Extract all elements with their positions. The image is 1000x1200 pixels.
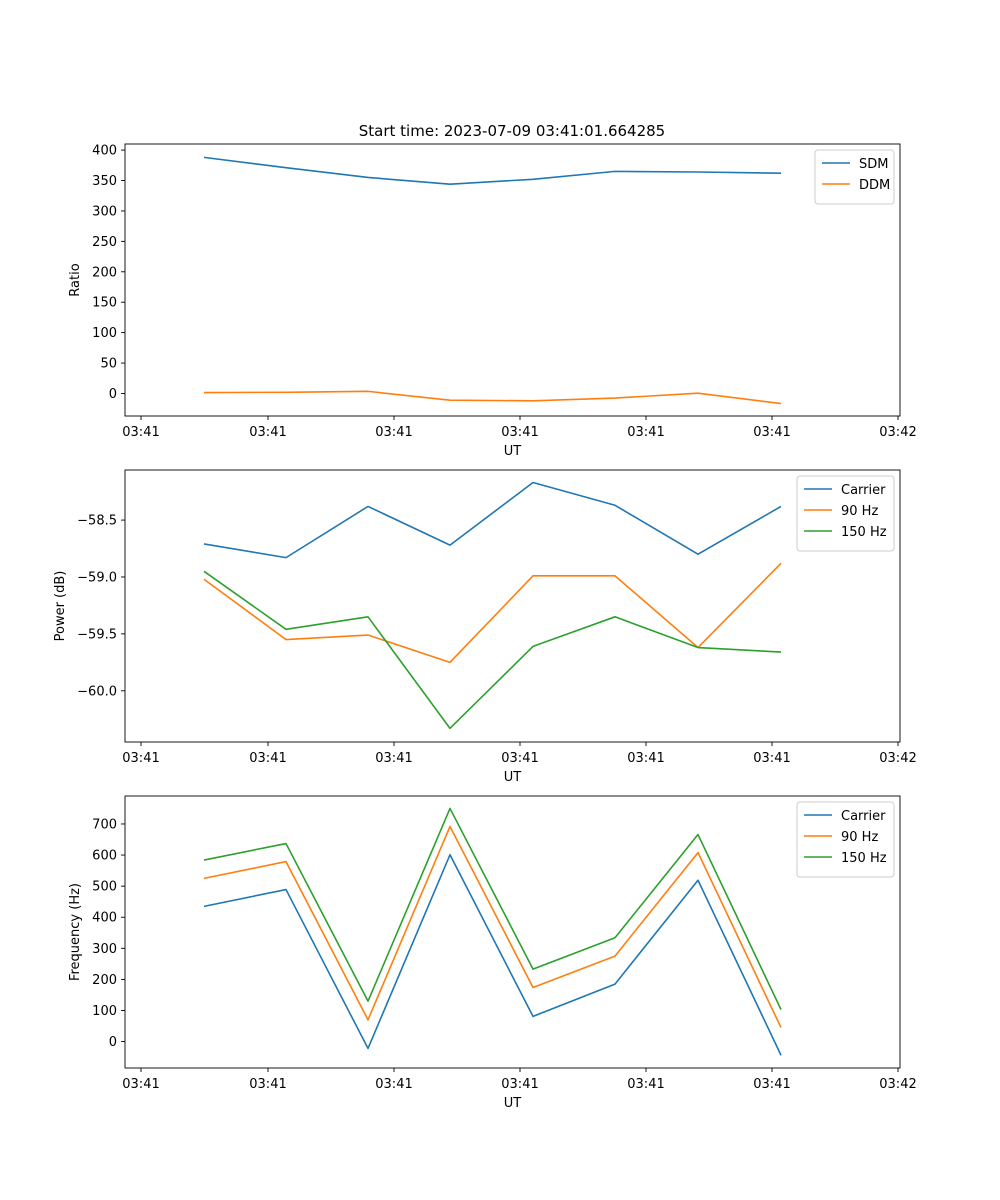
y-tick-label: 0 — [109, 387, 117, 402]
x-tick-label: 03:41 — [501, 751, 538, 766]
legend-box — [796, 475, 895, 552]
series-line-90-hz — [203, 825, 782, 1028]
x-tick-label: 03:42 — [879, 1077, 916, 1092]
x-tick-label: 03:41 — [627, 1077, 664, 1092]
series-line-carrier — [203, 481, 782, 559]
legend-label: DDM — [859, 178, 890, 193]
legend-label: 150 Hz — [841, 525, 887, 540]
x-tick-label: 03:41 — [753, 751, 790, 766]
y-tick-label: 350 — [92, 174, 117, 189]
y-tick-label: 150 — [92, 296, 117, 311]
legend-label: 90 Hz — [841, 504, 878, 519]
x-tick-label: 03:42 — [879, 425, 916, 440]
y-tick-label: 200 — [92, 973, 117, 988]
x-tick-label: 03:41 — [122, 751, 159, 766]
legend-label: Carrier — [841, 483, 886, 498]
x-axis-label: UT — [504, 1096, 522, 1111]
y-tick-label: 500 — [92, 880, 117, 895]
y-tick-label: 50 — [100, 357, 117, 372]
axes-frame — [124, 795, 901, 1069]
axes-frame — [124, 469, 901, 743]
axes-frame — [124, 143, 901, 417]
figure-title: Start time: 2023-07-09 03:41:01.664285 — [359, 122, 665, 140]
y-tick-label: −58.5 — [77, 514, 117, 529]
series-line-carrier — [203, 853, 782, 1056]
y-tick-label: 100 — [92, 326, 117, 341]
y-tick-label: 400 — [92, 911, 117, 926]
x-tick-label: 03:41 — [249, 1077, 286, 1092]
x-tick-label: 03:41 — [627, 425, 664, 440]
x-tick-label: 03:41 — [122, 1077, 159, 1092]
x-tick-label: 03:41 — [501, 1077, 538, 1092]
y-tick-label: 300 — [92, 942, 117, 957]
legend-label: 150 Hz — [841, 851, 887, 866]
x-tick-label: 03:41 — [122, 425, 159, 440]
legend-label: SDM — [859, 157, 888, 172]
x-tick-label: 03:41 — [753, 425, 790, 440]
y-tick-label: 600 — [92, 849, 117, 864]
x-tick-label: 03:41 — [753, 1077, 790, 1092]
y-axis-label: Frequency (Hz) — [68, 883, 83, 981]
legend-label: 90 Hz — [841, 830, 878, 845]
y-tick-label: 200 — [92, 265, 117, 280]
x-tick-label: 03:41 — [375, 1077, 412, 1092]
ratio-panel: 03:41 03:41 03:41 03:41 03:41 03:41 03:42 0 50 10… — [68, 143, 917, 459]
y-tick-label: 250 — [92, 235, 117, 250]
x-tick-label: 03:41 — [501, 425, 538, 440]
y-tick-label: 700 — [92, 817, 117, 832]
x-axis-label: UT — [504, 444, 522, 459]
y-axis-label: Power (dB) — [53, 571, 68, 642]
x-tick-label: 03:41 — [249, 425, 286, 440]
y-tick-label: −59.5 — [77, 627, 117, 642]
power-panel: 03:41 03:41 03:41 03:41 03:41 03:41 03:42 −60.0… — [53, 469, 917, 785]
x-tick-label: 03:41 — [375, 751, 412, 766]
legend-label: Carrier — [841, 809, 886, 824]
frequency-panel: 03:41 03:41 03:41 03:41 03:41 03:41 03:42 0 100 2… — [68, 795, 917, 1111]
x-tick-label: 03:41 — [627, 751, 664, 766]
y-tick-label: −59.0 — [77, 570, 117, 585]
series-line-sdm — [203, 156, 782, 185]
series-line-ddm — [203, 390, 782, 405]
y-tick-label: 400 — [92, 144, 117, 159]
series-line-90-hz — [203, 562, 782, 664]
series-line-150-hz — [203, 570, 782, 730]
x-tick-label: 03:41 — [375, 425, 412, 440]
x-tick-label: 03:42 — [879, 751, 916, 766]
x-tick-label: 03:41 — [249, 751, 286, 766]
x-axis-label: UT — [504, 770, 522, 785]
y-axis-label: Ratio — [68, 263, 83, 296]
y-tick-label: 0 — [109, 1035, 117, 1050]
y-tick-label: −60.0 — [77, 684, 117, 699]
y-tick-label: 300 — [92, 204, 117, 219]
legend-box — [796, 801, 895, 878]
y-tick-label: 100 — [92, 1004, 117, 1019]
series-line-150-hz — [203, 807, 782, 1010]
